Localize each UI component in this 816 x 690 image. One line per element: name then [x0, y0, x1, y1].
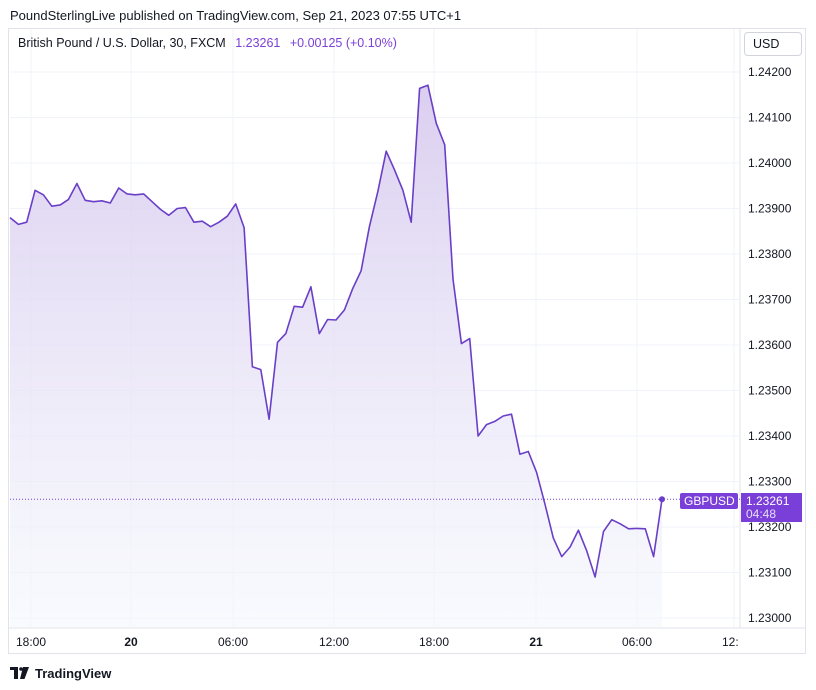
chart-frame	[8, 28, 806, 654]
price-area-fill	[10, 85, 662, 627]
bar-countdown: 04:48	[746, 507, 776, 521]
price-tick-label: 1.23800	[748, 247, 792, 261]
chart-legend: British Pound / U.S. Dollar, 30, FXCM 1.…	[18, 36, 397, 50]
time-tick-label: 12:00	[319, 635, 349, 649]
price-tick-label: 1.23100	[748, 566, 792, 580]
price-tick-label: 1.23400	[748, 429, 792, 443]
price-tick-label: 1.24000	[748, 156, 792, 170]
price-axis: 1.24200 1.24100 1.24000 1.23900 1.23800 1.237…	[748, 65, 792, 625]
time-tick-label: 12:	[722, 635, 739, 649]
symbol-price-label: GBPUSD	[680, 493, 738, 509]
price-tick-label: 1.24200	[748, 65, 792, 79]
last-price-label: 1.23261 04:48	[741, 493, 802, 522]
price-tick-label: 1.23600	[748, 338, 792, 352]
tradingview-brand: TradingView	[35, 665, 112, 681]
tradingview-logo-icon	[10, 667, 29, 679]
time-tick-label: 06:00	[622, 635, 652, 649]
symbol-description: British Pound / U.S. Dollar, 30, FXCM	[18, 36, 226, 50]
tradingview-footer[interactable]: TradingView	[10, 664, 111, 682]
legend-change: +0.00125 (+0.10%)	[289, 36, 397, 50]
time-tick-label: 06:00	[218, 635, 248, 649]
currency-button[interactable]: USD	[744, 32, 802, 56]
price-tick-label: 1.23200	[748, 520, 792, 534]
price-line	[9, 84, 663, 578]
symbol-label-text: GBPUSD	[684, 494, 735, 508]
time-tick-label: 18:00	[16, 635, 46, 649]
last-price-value: 1.23261	[746, 494, 790, 508]
legend-price: 1.23261	[235, 36, 281, 50]
published-caption: PoundSterlingLive published on TradingVi…	[10, 8, 462, 23]
price-tick-label: 1.23900	[748, 202, 792, 216]
time-tick-label: 20	[124, 635, 138, 649]
time-tick-label: 21	[529, 635, 543, 649]
time-axis: 18:00 20 06:00 12:00 18:00 21 06:00 12:	[16, 635, 739, 649]
price-tick-label: 1.23500	[748, 384, 792, 398]
price-tick-label: 1.24100	[748, 111, 792, 125]
price-tick-label: 1.23700	[748, 293, 792, 307]
last-price-dot	[659, 496, 665, 503]
price-tick-label: 1.23300	[748, 475, 792, 489]
time-tick-label: 18:00	[419, 635, 449, 649]
price-tick-label: 1.23000	[748, 611, 792, 625]
